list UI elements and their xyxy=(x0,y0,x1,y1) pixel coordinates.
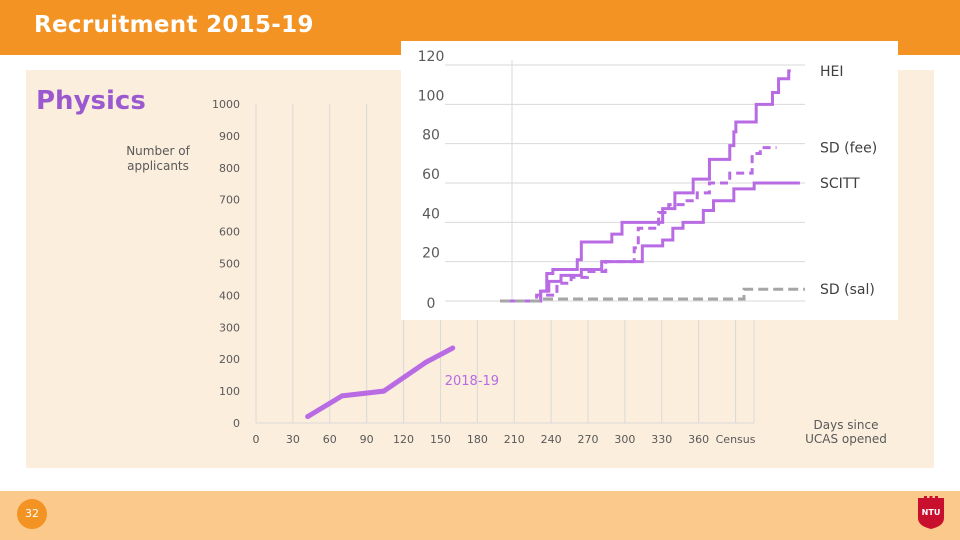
main-chart-x-tick: 270 xyxy=(578,433,599,446)
series-line-sd-sal xyxy=(500,287,805,303)
inset-chart-panel xyxy=(401,41,898,320)
series-label-2018-19: 2018-19 xyxy=(445,374,499,389)
series-label-scitt: SCITT xyxy=(820,176,860,192)
main-chart-x-tick: 360 xyxy=(688,433,709,446)
series-label-sd-fee: SD (fee) xyxy=(820,141,877,157)
main-chart-x-tick: 180 xyxy=(467,433,488,446)
main-chart-y-tick: 200 xyxy=(219,353,240,366)
main-chart-x-tick: 330 xyxy=(651,433,672,446)
ntu-logo: NTU xyxy=(918,496,944,529)
inset-chart-y-tick: 40 xyxy=(422,206,440,222)
main-chart-x-tick: 30 xyxy=(286,433,300,446)
main-chart-y-label: Number of applicants xyxy=(126,144,190,173)
main-chart-y-tick: 100 xyxy=(219,385,240,398)
main-chart-y-tick: 500 xyxy=(219,258,240,271)
inset-chart-y-tick: 60 xyxy=(422,167,440,183)
main-chart-y-tick: 0 xyxy=(233,417,240,430)
inset-chart-y-tick: 100 xyxy=(418,88,445,104)
series-line-hei xyxy=(500,69,791,303)
series-point-2018-19 xyxy=(305,414,311,420)
series-label-hei: HEI xyxy=(820,64,844,80)
main-chart-y-tick: 400 xyxy=(219,289,240,302)
main-chart-y-tick: 1000 xyxy=(212,98,240,111)
series-line-scitt xyxy=(500,181,800,303)
page-title: Recruitment 2015-19 xyxy=(34,12,314,38)
main-chart-x-tick: 60 xyxy=(323,433,337,446)
footer-band xyxy=(0,491,960,540)
main-chart-x-tick: 300 xyxy=(614,433,635,446)
series-point-2018-19 xyxy=(423,359,429,365)
inset-chart-y-tick: 20 xyxy=(422,246,440,262)
series-line-sd-fee xyxy=(500,146,777,303)
main-chart-y-tick: 800 xyxy=(219,162,240,175)
main-chart-x-tick: 210 xyxy=(504,433,525,446)
main-chart-x-tick: 0 xyxy=(253,433,260,446)
series-label-sd-sal: SD (sal) xyxy=(820,282,875,298)
main-chart-x-tick: 240 xyxy=(541,433,562,446)
svg-text:NTU: NTU xyxy=(922,508,941,517)
inset-chart-y-tick: 0 xyxy=(427,296,436,312)
main-chart-x-tick: 90 xyxy=(360,433,374,446)
series-point-2018-19 xyxy=(450,345,456,351)
subject-heading: Physics xyxy=(36,86,146,116)
main-chart-y-tick: 600 xyxy=(219,226,240,239)
main-chart-x-label: Days since UCAS opened xyxy=(805,418,887,446)
main-chart-y-tick: 700 xyxy=(219,194,240,207)
main-chart-x-tick: 150 xyxy=(430,433,451,446)
header-title-box: Recruitment 2015-19 xyxy=(0,0,388,54)
page-number-badge: 32 xyxy=(17,499,47,529)
main-chart-x-tick: Census xyxy=(716,433,756,446)
inset-chart-y-tick: 80 xyxy=(422,128,440,144)
main-chart-x-tick: 120 xyxy=(393,433,414,446)
main-chart-y-tick: 900 xyxy=(219,130,240,143)
series-point-2018-19 xyxy=(339,393,345,399)
inset-chart-y-tick: 120 xyxy=(418,49,445,65)
main-chart-y-tick: 300 xyxy=(219,321,240,334)
series-point-2018-19 xyxy=(381,388,387,394)
